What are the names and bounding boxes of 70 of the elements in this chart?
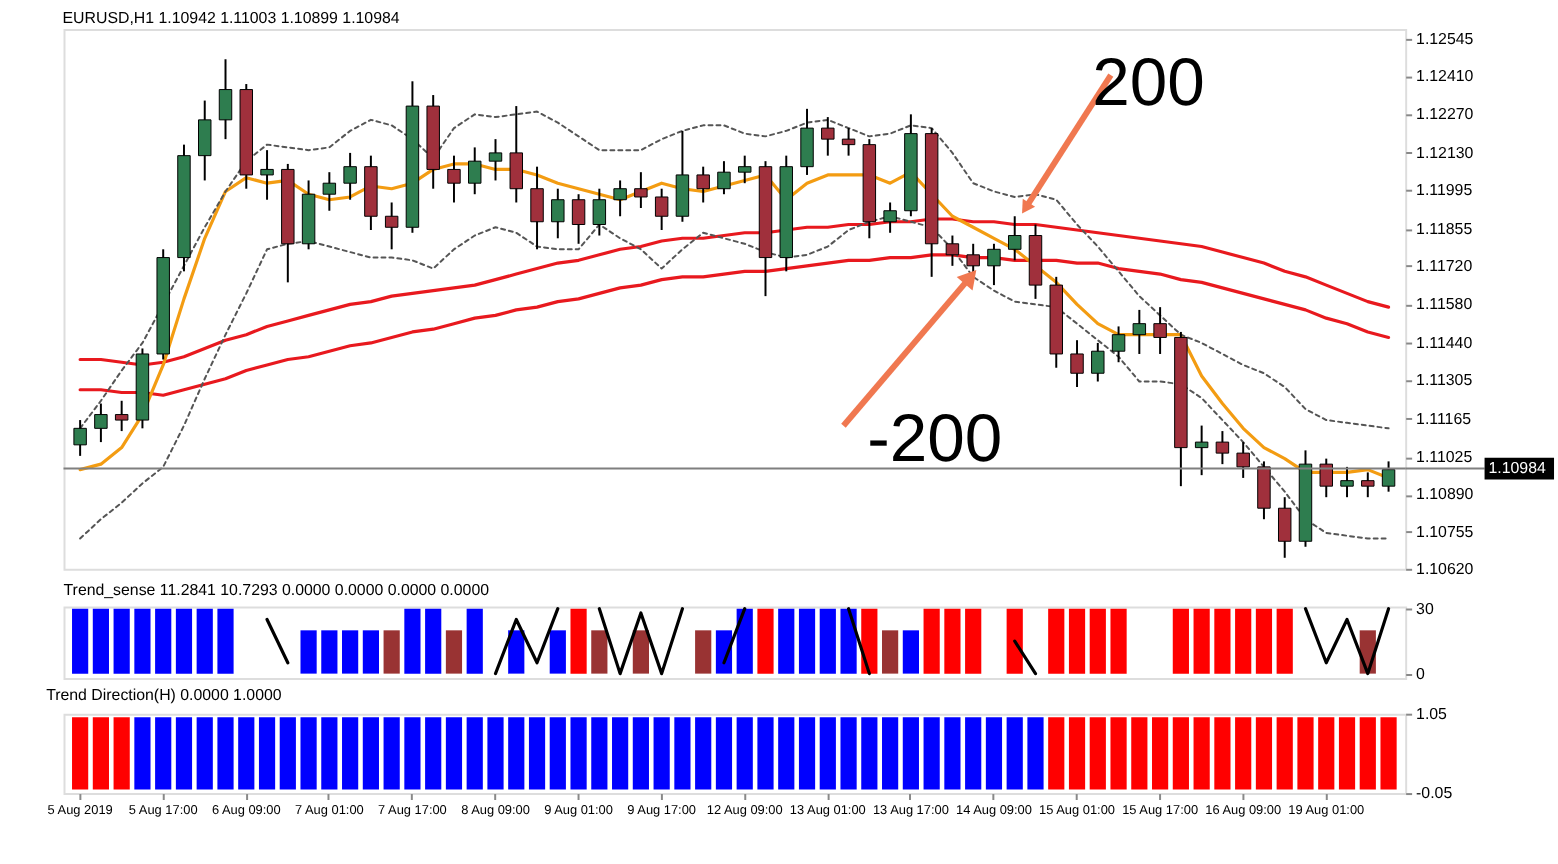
candlestick (717, 160, 731, 196)
ref-line-label: 1.10984 (1488, 458, 1547, 477)
chart-title: EURUSD,H1 1.10942 1.11003 1.10899 1.10984 (62, 9, 401, 27)
y-tick-label: 1.12270 (1416, 105, 1475, 124)
y-tick-label: -0.05 (1416, 784, 1454, 803)
candlestick (1340, 465, 1354, 499)
y-tick-label: 1.12545 (1416, 29, 1475, 48)
candlestick (343, 151, 357, 201)
y-tick-label: 1.11025 (1416, 448, 1474, 467)
candlestick (738, 154, 752, 185)
y-tick-label: 1.12410 (1416, 66, 1475, 85)
candlestick (883, 201, 897, 234)
candlestick (551, 187, 565, 240)
candlestick (1070, 339, 1084, 389)
y-tick-label: 1.05 (1416, 704, 1449, 723)
candlestick (509, 105, 523, 204)
candlestick (613, 179, 627, 218)
y-tick-label: 1.10755 (1416, 522, 1475, 541)
candlestick (945, 234, 960, 267)
chart-title: Trend_sense 11.2841 10.7293 0.0000 0.0000 0.0000 0.0000 (63, 580, 491, 599)
candlestick (1153, 306, 1167, 355)
candlestick (1091, 341, 1105, 383)
y-tick-label: 1.11855 (1416, 219, 1474, 238)
candlestick (1236, 441, 1250, 479)
y-tick-label: 1.11305 (1416, 371, 1474, 390)
annotation: -200 (867, 401, 1003, 478)
candlestick (260, 149, 274, 201)
candlestick (73, 419, 87, 457)
candlestick (488, 138, 503, 182)
candlestick (841, 127, 856, 157)
candlestick (530, 165, 544, 251)
candlestick (696, 165, 710, 204)
candlestick (198, 99, 212, 182)
candlestick (634, 171, 648, 209)
candlestick (1257, 460, 1271, 521)
candlestick (1381, 460, 1396, 493)
candlestick (1194, 424, 1209, 477)
candlestick (571, 193, 586, 245)
candlestick (1007, 215, 1022, 262)
candlestick (94, 402, 108, 444)
candlestick (800, 107, 814, 176)
candlestick (1361, 471, 1375, 499)
candlestick (322, 171, 337, 212)
y-tick-label: 1.11995 (1416, 181, 1474, 200)
y-tick-label: 1.10620 (1416, 559, 1475, 578)
y-tick-label: 1.11440 (1416, 333, 1474, 352)
candlestick (1111, 325, 1126, 364)
chart-title: Trend Direction(H) 0.0000 1.0000 (46, 685, 283, 704)
annotation: 200 (1092, 44, 1205, 121)
candlestick (384, 201, 399, 251)
candlestick (114, 399, 129, 433)
candlestick (1277, 496, 1292, 559)
candlestick (1215, 430, 1230, 466)
candlestick (447, 154, 461, 204)
candlestick (675, 129, 690, 223)
candlestick (821, 116, 835, 157)
candlestick (592, 187, 607, 237)
y-tick-label: 1.12130 (1416, 143, 1475, 162)
y-tick-label: 1.10890 (1416, 485, 1475, 504)
candlestick (1319, 457, 1333, 499)
y-tick-label: 30 (1416, 599, 1435, 618)
y-tick-label: 1.11165 (1416, 409, 1473, 428)
y-tick-label: 1.11720 (1416, 256, 1474, 275)
candlestick (654, 187, 669, 232)
candlestick (987, 242, 1001, 287)
y-tick-label: 1.11580 (1416, 295, 1474, 314)
candlestick (1132, 308, 1147, 355)
y-tick-label: 0 (1416, 664, 1427, 683)
candlestick (468, 146, 482, 196)
candlestick (218, 58, 233, 141)
